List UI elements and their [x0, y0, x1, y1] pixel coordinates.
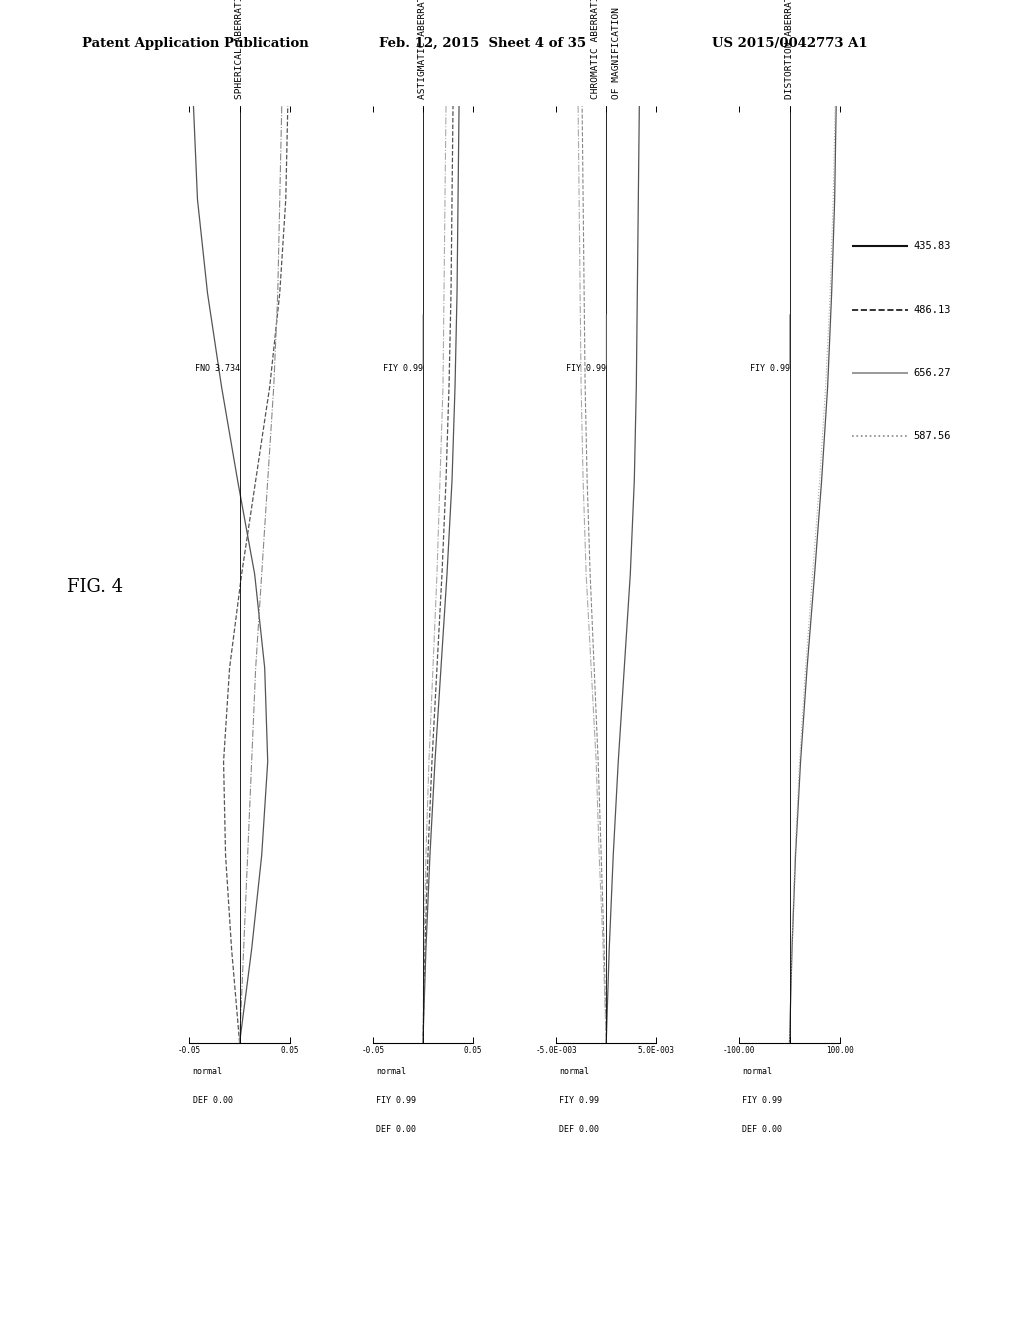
Text: FNO 3.734: FNO 3.734 [195, 363, 240, 372]
Text: Patent Application Publication: Patent Application Publication [82, 37, 308, 50]
Text: FIY 0.99: FIY 0.99 [566, 363, 606, 372]
Text: SPHERICAL ABERRATION: SPHERICAL ABERRATION [236, 0, 244, 99]
Text: FIY 0.99: FIY 0.99 [750, 363, 790, 372]
Text: OF MAGNIFICATION: OF MAGNIFICATION [612, 7, 621, 99]
Text: CHROMATIC ABERRATION: CHROMATIC ABERRATION [592, 0, 600, 99]
Text: FIY 0.99: FIY 0.99 [383, 363, 423, 372]
Text: DISTORTION ABERRATION: DISTORTION ABERRATION [785, 0, 794, 99]
Text: 486.13: 486.13 [913, 305, 951, 314]
Text: Feb. 12, 2015  Sheet 4 of 35: Feb. 12, 2015 Sheet 4 of 35 [379, 37, 586, 50]
Text: US 2015/0042773 A1: US 2015/0042773 A1 [712, 37, 867, 50]
Text: FIY 0.99: FIY 0.99 [742, 1096, 782, 1105]
Text: DEF 0.00: DEF 0.00 [559, 1125, 599, 1134]
Text: 587.56: 587.56 [913, 432, 951, 441]
Text: FIG. 4: FIG. 4 [67, 578, 123, 597]
Text: 656.27: 656.27 [913, 368, 951, 378]
Text: normal: normal [376, 1067, 406, 1076]
Text: normal: normal [193, 1067, 222, 1076]
Text: normal: normal [742, 1067, 772, 1076]
Text: DEF 0.00: DEF 0.00 [193, 1096, 232, 1105]
Text: FIY 0.99: FIY 0.99 [559, 1096, 599, 1105]
Text: FIY 0.99: FIY 0.99 [376, 1096, 416, 1105]
Text: 435.83: 435.83 [913, 242, 951, 251]
Text: DEF 0.00: DEF 0.00 [376, 1125, 416, 1134]
Text: DEF 0.00: DEF 0.00 [742, 1125, 782, 1134]
Text: ASTIGMATIC ABERRATION: ASTIGMATIC ABERRATION [419, 0, 427, 99]
Text: normal: normal [559, 1067, 589, 1076]
